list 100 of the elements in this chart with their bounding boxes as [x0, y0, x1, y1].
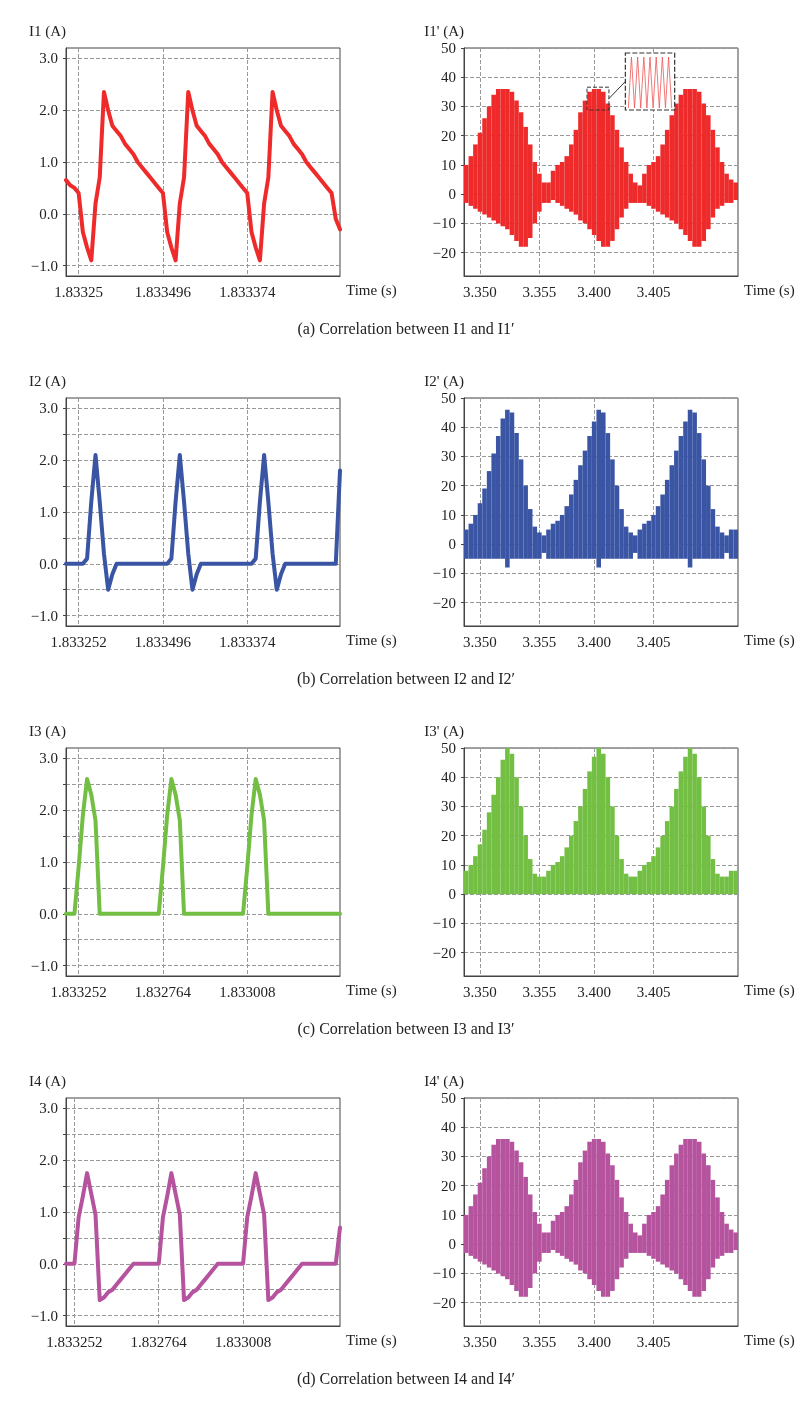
text: (a) Correlation between I1 and I1′ [296, 320, 516, 338]
y-tick-label: 3.0 [39, 1100, 58, 1117]
y-tick-label: 3.0 [39, 50, 58, 67]
line-series [64, 453, 342, 592]
y-tick-label: 0 [448, 1236, 456, 1253]
x-tick-label: 1.833496 [134, 633, 192, 650]
y-tick-label: 1.0 [39, 1204, 58, 1220]
x-tick-label: 3.350 [463, 283, 497, 300]
y-tick-label: 2.0 [39, 1152, 58, 1169]
y-tick-label: −20 [432, 944, 456, 961]
x-tick-label: 1.833374 [219, 633, 276, 650]
bar [733, 870, 738, 895]
x-tick-label: 3.355 [522, 633, 557, 650]
x-tick-label: 3.400 [577, 1333, 612, 1350]
y-tick-label: −1.0 [30, 607, 58, 624]
bar [505, 748, 510, 895]
bar [692, 88, 697, 247]
y-tick-label: 50 [441, 740, 456, 756]
x-tick-label: 3.405 [636, 633, 671, 650]
text: (b) Correlation between I2 and I2′ [295, 670, 517, 688]
y-tick-label: 3.0 [39, 400, 58, 417]
y-tick-label: −20 [432, 1294, 456, 1311]
y-tick-label: 3.0 [39, 750, 58, 767]
y-axis-title: I3' (A) [424, 722, 464, 740]
bar [495, 1138, 501, 1274]
bar [642, 523, 647, 559]
x-axis-title: Time (s) [346, 281, 397, 299]
y-tick-label: 2.0 [39, 452, 58, 469]
bar [555, 164, 560, 203]
y-tick-label: 0.0 [39, 555, 58, 572]
y-axis-title: I1' (A) [424, 22, 464, 40]
x-tick-label: 3.355 [522, 283, 557, 300]
x-axis-title: Time (s) [744, 631, 795, 649]
x-tick-label: 1.832764 [130, 1333, 188, 1350]
x-axis-title: Time (s) [346, 981, 397, 999]
y-tick-label: 10 [441, 156, 456, 173]
x-tick-label: 3.400 [577, 283, 612, 300]
line-series [64, 90, 342, 263]
x-tick-label: 3.405 [636, 1333, 671, 1350]
x-tick-label: 3.355 [522, 1333, 557, 1350]
line-series [64, 1171, 342, 1303]
bar [733, 529, 738, 559]
y-tick-label: 20 [441, 477, 456, 494]
x-axis-title: Time (s) [744, 981, 795, 999]
y-tick-label: 1.0 [39, 154, 58, 170]
x-tick-label: 3.350 [463, 1333, 497, 1350]
y-tick-label: −1.0 [30, 257, 58, 274]
y-tick-label: 1.0 [39, 854, 58, 870]
x-tick-label: 1.833008 [219, 983, 276, 1000]
text: (d) Correlation between I4 and I4′ [295, 1370, 517, 1388]
x-tick-label: 3.350 [463, 633, 497, 650]
y-tick-label: 40 [441, 69, 456, 86]
y-tick-label: 20 [441, 827, 456, 844]
y-axis-title: I4' (A) [424, 1072, 464, 1090]
y-tick-label: 0.0 [39, 205, 58, 222]
y-axis-title: I2 (A) [28, 372, 66, 390]
y-tick-label: 0 [448, 536, 456, 553]
y-tick-label: 30 [441, 1148, 456, 1165]
x-axis-title: Time (s) [346, 1331, 397, 1349]
y-axis-title: I3 (A) [28, 722, 66, 740]
y-tick-label: 40 [441, 769, 456, 786]
y-tick-label: 50 [441, 390, 456, 406]
y-tick-label: 20 [441, 1177, 456, 1194]
text: (c) Correlation between I3 and I3′ [296, 1020, 516, 1038]
x-tick-label: 3.405 [636, 283, 671, 300]
bar [505, 409, 510, 568]
y-tick-label: 10 [441, 506, 456, 523]
x-tick-label: 1.833252 [50, 983, 107, 1000]
x-axis-title: Time (s) [346, 631, 397, 649]
bar [692, 1138, 697, 1297]
x-tick-label: 3.405 [636, 983, 671, 1000]
y-tick-label: 1.0 [39, 504, 58, 520]
bar [733, 182, 738, 200]
y-tick-label: −10 [432, 565, 456, 582]
y-tick-label: −10 [432, 915, 456, 932]
x-tick-label: 1.832764 [134, 983, 192, 1000]
bar [495, 88, 501, 224]
x-axis-title: Time (s) [744, 1331, 795, 1349]
y-tick-label: 10 [441, 1206, 456, 1223]
y-tick-label: 50 [441, 1090, 456, 1106]
x-tick-label: 1.833496 [134, 283, 192, 300]
x-tick-label: 1.833008 [214, 1333, 272, 1350]
bar [733, 1232, 738, 1250]
y-tick-label: 0.0 [39, 1255, 58, 1272]
y-tick-label: −10 [432, 215, 456, 232]
y-axis-title: I2' (A) [424, 372, 464, 390]
x-tick-label: 3.355 [522, 983, 557, 1000]
y-tick-label: 30 [441, 798, 456, 815]
x-tick-label: 3.350 [463, 983, 497, 1000]
y-tick-label: 2.0 [39, 102, 58, 119]
x-tick-label: 1.833252 [46, 1333, 103, 1350]
y-tick-label: 2.0 [39, 802, 58, 819]
x-tick-label: 3.400 [577, 983, 612, 1000]
bar [537, 876, 542, 895]
y-tick-label: 50 [441, 40, 456, 56]
bar [642, 864, 647, 895]
line-series [64, 777, 342, 916]
y-tick-label: −20 [432, 594, 456, 611]
y-tick-label: 0.0 [39, 905, 58, 922]
y-tick-label: 20 [441, 127, 456, 144]
